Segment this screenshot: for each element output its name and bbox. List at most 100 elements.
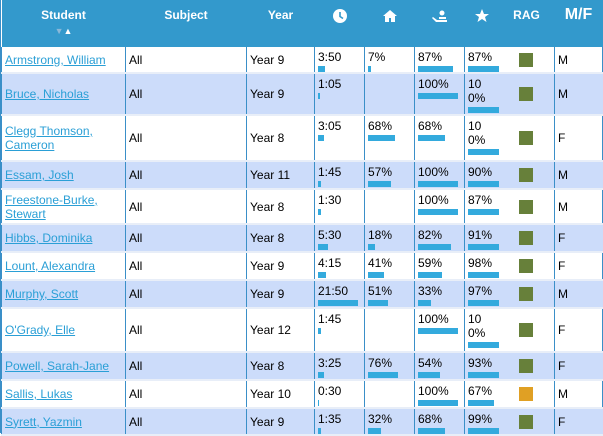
table-row: Sallis, Lukas All Year 10 0:30 100% 67% M [1,380,603,409]
year-cell: Year 8 [246,115,315,162]
star-bar [468,400,494,406]
home-cell [364,308,415,353]
sort-control[interactable]: ▼▲ [3,26,125,36]
teacher-value: 100% [418,193,449,207]
home-bar [368,181,391,187]
teacher-value: 100% [418,312,449,326]
year-cell: Year 8 [246,352,315,381]
student-cell: Freestone-Burke, Stewart [1,189,126,225]
column-header-year[interactable]: Year [246,0,315,47]
star-cell: 97% [464,280,499,309]
column-header-time[interactable] [314,0,365,47]
home-value: 57% [368,165,393,179]
star-value: 93% [468,356,493,370]
student-link[interactable]: Essam, Josh [5,168,74,182]
time-cell: 3:50 [314,47,365,74]
time-bar [318,400,319,406]
gender-cell: F [554,224,603,253]
time-value: 21:50 [318,284,349,298]
star-value: 97% [468,284,493,298]
student-cell: Lount, Alexandra [1,252,126,281]
student-cell: O'Grady, Elle [1,308,126,353]
year-cell: Year 12 [246,308,315,353]
gender-cell: M [554,161,603,190]
time-value: 1:45 [318,165,342,179]
star-value: 87% [468,50,493,64]
year-cell: Year 9 [246,280,315,309]
star-cell: 100% [464,73,499,116]
gender-cell: F [554,352,603,381]
student-link[interactable]: Lount, Alexandra [5,259,96,273]
time-bar [318,244,328,250]
column-header-star[interactable] [464,0,499,47]
gender-cell: F [554,252,603,281]
rag-cell [498,380,555,409]
time-cell: 5:30 [314,224,365,253]
student-link[interactable]: Murphy, Scott [5,287,79,301]
student-link[interactable]: Syrett, Yazmin [5,414,82,429]
home-value: 18% [368,228,393,242]
time-value: 3:05 [318,119,342,133]
home-cell: 51% [364,280,415,309]
time-bar [318,181,321,187]
star-cell: 100% [464,308,499,353]
star-icon [474,9,490,27]
student-link[interactable]: Hibbs, Dominika [5,231,93,245]
student-cell: Armstrong, William [1,47,126,74]
student-cell: Murphy, Scott [1,280,126,309]
star-value: 100% [468,77,486,105]
teacher-bar [418,300,431,306]
column-header-teacher[interactable] [414,0,465,47]
rag-status-indicator [519,414,534,429]
rag-cell [498,252,555,281]
star-cell: 99% [464,408,499,436]
star-value: 91% [468,228,493,242]
subject-cell: All [125,115,247,162]
star-bar [468,181,499,187]
student-link[interactable]: Powell, Sarah-Jane [5,359,110,373]
student-link[interactable]: Armstrong, William [5,52,106,67]
column-header-gender[interactable]: M/F [554,0,603,47]
year-cell: Year 10 [246,380,315,409]
star-cell: 87% [464,189,499,225]
year-cell: Year 8 [246,224,315,253]
column-header-student[interactable]: Student ▼▲ [1,0,126,47]
year-cell: Year 9 [246,47,315,74]
student-link[interactable]: Bruce, Nicholas [5,87,90,101]
student-link[interactable]: Clegg Thomson, Cameron [5,124,93,152]
time-bar [318,300,358,306]
time-cell: 0:30 [314,380,365,409]
teacher-cell: 33% [414,280,465,309]
teacher-value: 33% [418,284,443,298]
teacher-cell: 100% [414,308,465,353]
table-row: Armstrong, William All Year 9 3:50 7% 87% 87% M [1,47,603,74]
home-cell: 41% [364,252,415,281]
time-cell: 3:05 [314,115,365,162]
teacher-bar [418,66,453,72]
rag-cell [498,73,555,116]
student-link[interactable]: O'Grady, Elle [5,323,76,337]
sort-desc-icon[interactable]: ▼ [54,26,64,36]
column-header-rag[interactable]: RAG [498,0,555,47]
student-link[interactable]: Sallis, Lukas [5,387,73,401]
column-header-subject[interactable]: Subject [125,0,247,47]
student-header-label: Student [41,8,86,22]
home-icon [382,10,398,27]
column-header-home[interactable] [364,0,415,47]
time-bar [318,272,326,278]
time-bar [318,328,321,334]
teacher-bar [418,209,458,215]
time-value: 0:30 [318,384,342,398]
student-cell: Clegg Thomson, Cameron [1,115,126,162]
subject-cell: All [125,189,247,225]
time-value: 5:30 [318,228,342,242]
time-bar [318,428,321,434]
student-cell: Powell, Sarah-Jane [1,352,126,381]
student-link[interactable]: Freestone-Burke, Stewart [5,192,98,221]
star-bar [468,107,499,113]
home-value: 76% [368,356,393,370]
home-bar [368,66,371,72]
teacher-value: 87% [418,50,443,64]
sort-asc-icon[interactable]: ▲ [63,26,73,36]
star-cell: 93% [464,352,499,381]
